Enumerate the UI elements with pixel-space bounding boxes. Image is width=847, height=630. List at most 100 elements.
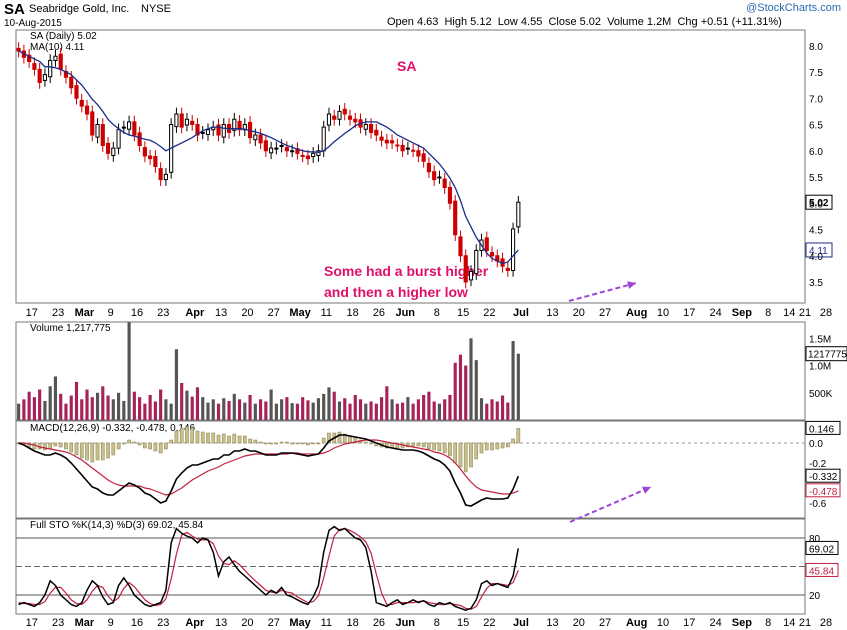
volume-bar [269, 389, 273, 420]
macd-signal-line [18, 439, 519, 496]
volume-last-label: 1217775 [808, 350, 847, 361]
volume-bar [316, 398, 321, 420]
chart-annotation-note-1: Some had a burst higher [324, 263, 489, 279]
x-tick-label: 8 [434, 617, 440, 629]
chart-annotation-title: SA [397, 58, 416, 74]
price-candle [179, 113, 184, 128]
price-candle [158, 168, 163, 181]
x-tick-label: 21 [799, 617, 811, 629]
price-candle [337, 110, 342, 120]
volume-bar [27, 391, 31, 420]
macd-histogram-bar [274, 442, 279, 445]
volume-bar [111, 399, 115, 420]
macd-divergence-arrow [569, 486, 652, 523]
x-tick-label: 24 [709, 617, 721, 629]
sto-value-box [805, 562, 839, 577]
macd-histogram-bar [269, 442, 273, 445]
x-tick-label: 8 [434, 307, 440, 319]
x-tick-label: Jun [395, 307, 415, 319]
volume-bar [237, 399, 242, 420]
volume-bar [311, 402, 315, 420]
chart-marks: 5.02 4.11 1217775 [16, 42, 847, 611]
price-candle [437, 176, 442, 179]
volume-bar [264, 401, 268, 420]
last-close-box [805, 194, 833, 210]
volume-bar [190, 396, 194, 420]
macd-histogram-bar [442, 442, 447, 454]
volume-bar [80, 399, 84, 420]
x-tick-label: 17 [26, 307, 38, 319]
volume-tick-label: 1.0M [809, 362, 831, 373]
price-candle [453, 200, 458, 236]
volume-bar [53, 376, 58, 420]
macd-histogram-bar [53, 442, 58, 447]
price-candle [32, 63, 37, 70]
price-legend-sa: SA (Daily) 5.02 [30, 31, 97, 42]
macd-histogram-bar [511, 438, 515, 444]
macd-histogram-bar [290, 442, 294, 445]
volume-bar [290, 403, 294, 420]
price-candle [432, 171, 437, 181]
macd-histogram-bar [242, 435, 247, 444]
macd-histogram-bar [411, 442, 415, 447]
volume-bar [516, 353, 520, 420]
macd-value-box [805, 468, 841, 483]
macd-histogram-bar [185, 426, 189, 444]
volume-bar [474, 360, 478, 420]
price-candle [195, 124, 200, 136]
price-candle [116, 129, 121, 149]
price-candle [221, 124, 226, 138]
volume-bar [379, 397, 384, 420]
x-tick-label: 23 [52, 307, 64, 319]
volume-bar [164, 399, 168, 420]
ticker-symbol: SA [4, 1, 25, 18]
price-candle [121, 126, 126, 129]
y-tick-label: 7.5 [809, 68, 823, 79]
price-candle [232, 118, 237, 131]
volume-bar [432, 401, 436, 420]
price-candle [48, 59, 53, 78]
x-tick-label: 20 [573, 307, 585, 319]
price-candle [332, 115, 337, 120]
volume-bar [411, 403, 415, 420]
volume-bar [369, 401, 373, 420]
macd-histogram-bar [174, 430, 179, 444]
macd-histogram-bar [132, 441, 137, 444]
macd-histogram-bar [469, 442, 473, 468]
macd-divergence-arrow-head [642, 486, 651, 494]
volume-bar [322, 393, 326, 420]
x-tick-label: 23 [157, 617, 169, 629]
y-tick-label: 8.0 [809, 42, 823, 53]
price-candle [263, 140, 268, 152]
price-candle [290, 150, 295, 153]
price-candle [69, 76, 74, 89]
x-tick-label: 13 [546, 617, 558, 629]
macd-histogram-bar [311, 442, 316, 445]
price-candle [326, 113, 332, 126]
price-candle [416, 150, 421, 157]
macd-histogram-bar [90, 442, 95, 463]
x-tick-label: May [289, 617, 311, 629]
volume-bar [153, 401, 157, 420]
chart-annotation-note-2: and then a higher low [324, 284, 468, 300]
x-tick-label: Apr [185, 617, 205, 629]
volume-bar [495, 401, 499, 420]
macd-histogram-bar [316, 442, 321, 445]
price-candle [510, 228, 516, 271]
volume-bar [227, 400, 231, 420]
price-candle [300, 154, 305, 157]
x-axis-labels: 17 23 Mar 9 16 23 Apr 13 20 27 May 11 18 26 Jun 8 15 22 Ju… [26, 307, 833, 629]
volume-bar [138, 397, 142, 420]
x-tick-label: 23 [157, 307, 169, 319]
volume-bar [195, 387, 200, 420]
macd-histogram-bar [122, 442, 126, 445]
price-candle [100, 124, 105, 146]
x-tick-label: 18 [347, 307, 359, 319]
volume-bar [106, 395, 110, 420]
price-legend-ma: MA(10) 4.11 [30, 42, 85, 53]
volume-bar [148, 394, 152, 420]
volume-bar [427, 391, 431, 420]
volume-bar [479, 398, 484, 420]
volume-bar [285, 397, 289, 420]
